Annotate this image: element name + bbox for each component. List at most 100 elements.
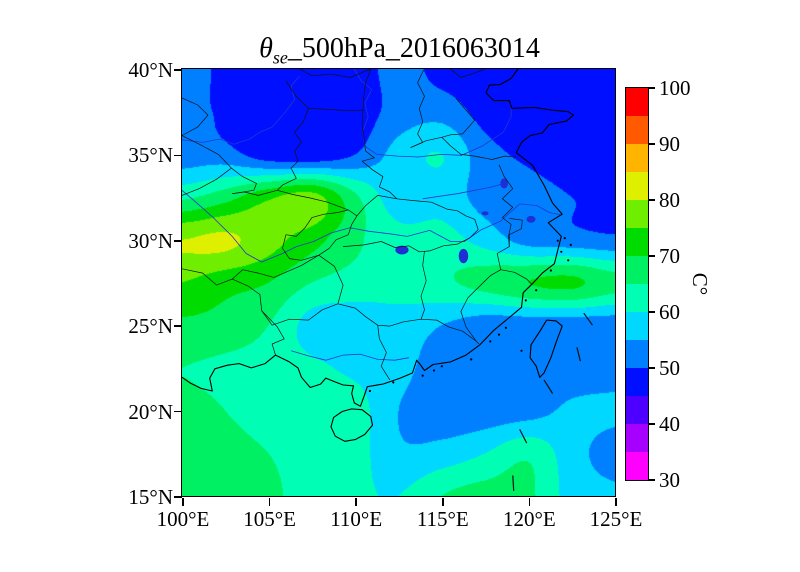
island-dot (557, 240, 560, 243)
island-dot (520, 350, 524, 353)
province-border-line (232, 255, 344, 326)
province-border-line (410, 137, 517, 161)
province-border-line (357, 195, 479, 245)
colorbar-segment (625, 171, 648, 200)
y-axis-tick (174, 69, 182, 71)
river-line (291, 350, 410, 362)
coastline (182, 69, 575, 408)
lake-shape (459, 249, 469, 264)
colorbar-tick-label: 70 (659, 244, 680, 268)
colorbar-tick-label: 80 (659, 188, 680, 212)
island-dot (470, 358, 473, 361)
province-border-line (499, 164, 514, 248)
island-dot (564, 237, 567, 240)
island-dot (570, 244, 573, 247)
filled-contour-field (182, 69, 616, 497)
y-axis-tick (174, 496, 182, 498)
boundary-dash-segment (543, 379, 554, 395)
colorbar-segment (625, 255, 648, 284)
river-line (423, 183, 505, 200)
province-border-line (231, 168, 258, 195)
title-text: _500hPa_2016063014 (287, 33, 540, 64)
x-axis-tick (182, 498, 184, 506)
province-border-line (282, 235, 320, 262)
colorbar-tick (648, 87, 655, 89)
x-axis-tick-label: 110°E (330, 507, 383, 531)
colorbar-segment (625, 199, 648, 228)
province-border-line (182, 98, 209, 137)
colorbar-tick (648, 423, 655, 425)
colorbar-unit-label: C° (688, 272, 712, 296)
province-border-line (319, 216, 358, 256)
province-border-line (377, 325, 391, 381)
colorbar-tick-label: 30 (659, 468, 680, 492)
y-axis-tick (174, 325, 182, 327)
river-line (182, 75, 301, 146)
x-axis-tick (528, 498, 531, 506)
colorbar-tick (648, 311, 655, 313)
x-axis-tick (268, 498, 271, 506)
colorbar-segment (625, 87, 648, 116)
colorbar (624, 86, 649, 481)
island-dot (535, 289, 538, 292)
colorbar-segment (625, 227, 648, 256)
colorbar-tick-label: 40 (659, 412, 680, 436)
lake-shape (500, 178, 509, 189)
y-axis-tick-label: 25°N (128, 314, 173, 339)
colorbar-segment (625, 451, 648, 480)
colorbar-tick (648, 479, 655, 481)
province-border-line (232, 190, 358, 217)
x-axis-tick-label: 115°E (416, 507, 469, 531)
y-axis-tick (174, 410, 182, 413)
x-axis-tick-label: 120°E (503, 507, 556, 531)
colorbar-segment (625, 339, 648, 368)
island-dot (550, 269, 553, 273)
x-axis-tick-label: 105°E (243, 507, 296, 531)
island-dot (489, 340, 492, 343)
island-dot (422, 374, 425, 378)
x-axis-tick (442, 498, 444, 506)
colorbar-tick-label: 60 (659, 300, 680, 324)
lake-shape (395, 246, 409, 255)
colorbar-tick-label: 100 (659, 76, 691, 100)
y-axis-tick (174, 240, 182, 242)
colorbar-segment (625, 115, 648, 144)
island-dot (392, 381, 395, 384)
title-theta-symbol: θ (259, 33, 273, 64)
province-border-line (286, 209, 349, 238)
island-dot (369, 390, 372, 393)
map-plot-area (181, 68, 617, 498)
province-border-line (421, 251, 427, 320)
island-dot (441, 365, 444, 368)
y-axis-tick-label: 15°N (128, 485, 173, 509)
boundary-dash-segment (519, 429, 528, 444)
x-axis-tick-label: 100°E (156, 507, 210, 531)
coastline (330, 408, 374, 443)
province-border-line (277, 81, 310, 191)
island-dot (567, 259, 570, 262)
colorbar-tick-label: 50 (659, 356, 680, 380)
map-boundaries-overlay (182, 69, 594, 492)
chart-title: θse_500hPa_2016063014 (183, 33, 616, 74)
title-theta-subscript: se (272, 47, 288, 68)
river-line (354, 69, 512, 158)
boundary-dash-segment (583, 313, 594, 326)
y-axis-tick-label: 40°N (128, 58, 173, 82)
colorbar-segment (625, 395, 648, 424)
province-border-line (410, 70, 426, 149)
boundary-dash-segment (576, 347, 582, 362)
y-axis-tick (174, 154, 182, 157)
colorbar-segment (625, 143, 648, 172)
colorbar-tick (648, 199, 655, 201)
coastline (529, 319, 564, 379)
lake-shape (526, 216, 536, 224)
island-dot (433, 369, 436, 373)
y-axis-tick-label: 30°N (128, 228, 173, 253)
colorbar-segment (625, 367, 648, 396)
x-axis-tick-label: 125°E (589, 507, 643, 531)
island-dot (498, 333, 501, 337)
province-border-line (182, 135, 233, 197)
province-border-line (362, 69, 376, 162)
colorbar-segment (625, 311, 648, 340)
